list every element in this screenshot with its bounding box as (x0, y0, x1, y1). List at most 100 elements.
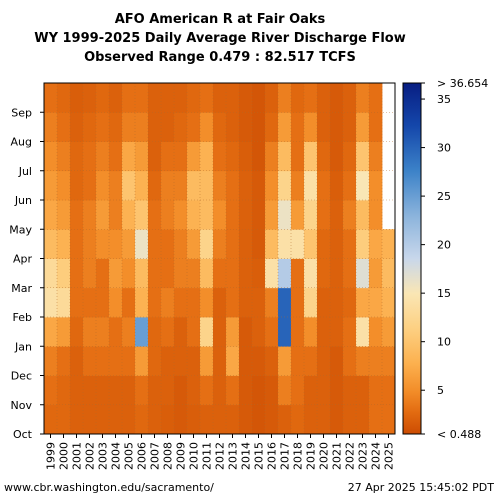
heatmap-cell-2024-mar (369, 258, 383, 289)
heatmap-cell-2023-may (356, 200, 370, 230)
heatmap-cell-2012-may (213, 200, 227, 230)
heatmap-cell-2025-dec (382, 346, 396, 376)
heatmap-cell-2005-nov (122, 375, 136, 406)
y-tick-label: Apr (13, 253, 33, 266)
heatmap-cell-2014-jul (239, 141, 253, 172)
heatmap-cell-2002-may (83, 200, 97, 230)
x-tick-label: 2007 (149, 442, 162, 470)
x-tick-label: 2008 (162, 442, 175, 470)
heatmap-cell-2005-jul (122, 141, 136, 172)
x-tick-label: 2021 (331, 442, 344, 470)
heatmap-cell-2024-apr (369, 229, 383, 259)
y-axis: Oct Nov Dec Jan Feb Mar Apr May Jun Jul Aug Sep (9, 106, 44, 441)
heatmap-cell-2015-nov (252, 375, 266, 406)
heatmap-cell-2007-apr (148, 229, 162, 259)
y-tick-label: Sep (11, 106, 32, 119)
heatmap-cell-2009-jun (174, 170, 188, 201)
heatmap-cell-2018-jan (291, 317, 305, 347)
x-tick-label: 2015 (253, 442, 266, 470)
heatmap-cell-2012-nov (213, 375, 227, 406)
heatmap-cell-2016-feb (265, 287, 279, 318)
heatmap-cell-2010-sep (187, 83, 201, 113)
heatmap-cell-2000-apr (57, 229, 71, 259)
heatmap-cell-2007-oct (148, 404, 162, 435)
heatmap-cell-2013-jul (226, 141, 240, 172)
heatmap-cell-2022-nov (343, 375, 357, 406)
y-tick-label: Jun (14, 194, 32, 207)
heatmap-cell-2007-jan (148, 317, 162, 347)
heatmap-cell-2025-jan (382, 317, 396, 347)
heatmap-cell-2003-jun (96, 170, 110, 201)
heatmap-cell-2007-aug (148, 112, 162, 142)
heatmap-cell-2001-jun (70, 170, 84, 201)
heatmap-cell-2006-sep (135, 83, 149, 113)
heatmap-cell-2003-apr (96, 229, 110, 259)
title-line-3: Observed Range 0.479 : 82.517 TCFS (84, 50, 356, 65)
heatmap-cell-2019-oct (304, 404, 318, 435)
heatmap-cell-2013-may (226, 200, 240, 230)
heatmap-cell-2022-sep (343, 83, 357, 113)
heatmap-cell-2008-jun (161, 170, 175, 201)
heatmap-cell-2024-sep (369, 83, 383, 113)
heatmap-cell-2011-nov (200, 375, 214, 406)
heatmap-cell-2002-apr (83, 229, 97, 259)
heatmap-cell-2003-jan (96, 317, 110, 347)
heatmap-cell-2017-jun (278, 170, 292, 201)
heatmap-cell-2006-mar (135, 258, 149, 289)
heatmap-cell-2007-jun (148, 170, 162, 201)
x-tick-label: 2004 (110, 442, 123, 470)
heatmap-cell-2024-may (369, 200, 383, 230)
heatmap-cell-2016-nov (265, 375, 279, 406)
heatmap-cell-2021-nov (330, 375, 344, 406)
heatmap-cell-2018-dec (291, 346, 305, 376)
heatmap-cell-2010-feb (187, 287, 201, 318)
heatmap-cell-2000-sep (57, 83, 71, 113)
heatmap-cell-2023-dec (356, 346, 370, 376)
colorbar-max-label: > 36.654 (437, 77, 488, 90)
heatmap-cell-2016-jun (265, 170, 279, 201)
heatmap-cell-2016-mar (265, 258, 279, 289)
heatmap-cell-2007-feb (148, 287, 162, 318)
heatmap-cell-2024-oct (369, 404, 383, 435)
heatmap-cell-2005-mar (122, 258, 136, 289)
heatmap-cell-2006-jun (135, 170, 149, 201)
heatmap-cell-2013-apr (226, 229, 240, 259)
heatmap-cell-1999-mar (44, 258, 58, 289)
heatmap-cell-2014-jun (239, 170, 253, 201)
y-tick-label: Jul (18, 165, 32, 178)
heatmap-cell-1999-apr (44, 229, 58, 259)
heatmap-cell-2006-may (135, 200, 149, 230)
heatmap-cell-2003-jul (96, 141, 110, 172)
heatmap-cell-2009-dec (174, 346, 188, 376)
heatmap-cell-2011-apr (200, 229, 214, 259)
heatmap-cell-2024-feb (369, 287, 383, 318)
x-tick-label: 2023 (357, 442, 370, 470)
x-tick-label: 2017 (279, 442, 292, 470)
heatmap-cell-2006-feb (135, 287, 149, 318)
x-tick-label: 2018 (292, 442, 305, 470)
heatmap-cell-2006-jul (135, 141, 149, 172)
heatmap-cell-2017-apr (278, 229, 292, 259)
colorbar-tick-label: 35 (437, 93, 451, 106)
heatmap-cell-2021-sep (330, 83, 344, 113)
heatmap-cell-2001-mar (70, 258, 84, 289)
heatmap-cell-2020-aug (317, 112, 331, 142)
heatmap-cell-2015-dec (252, 346, 266, 376)
heatmap-cell-2020-jan (317, 317, 331, 347)
heatmap-cell-2004-dec (109, 346, 123, 376)
heatmap-cell-2004-apr (109, 229, 123, 259)
heatmap-cell-2012-jul (213, 141, 227, 172)
heatmap-cell-2000-feb (57, 287, 71, 318)
heatmap-cell-2001-dec (70, 346, 84, 376)
heatmap-cell-2021-jul (330, 141, 344, 172)
heatmap-cell-2015-feb (252, 287, 266, 318)
heatmap-cell-2003-feb (96, 287, 110, 318)
x-tick-label: 2016 (266, 442, 279, 470)
heatmap-cell-2010-jun (187, 170, 201, 201)
heatmap-cell-2023-sep (356, 83, 370, 113)
heatmap-cell-2020-feb (317, 287, 331, 318)
heatmap-cell-2003-nov (96, 375, 110, 406)
heatmap-cell-2018-jun (291, 170, 305, 201)
heatmap-cell-2021-dec (330, 346, 344, 376)
heatmap-cell-2013-jan (226, 317, 240, 347)
